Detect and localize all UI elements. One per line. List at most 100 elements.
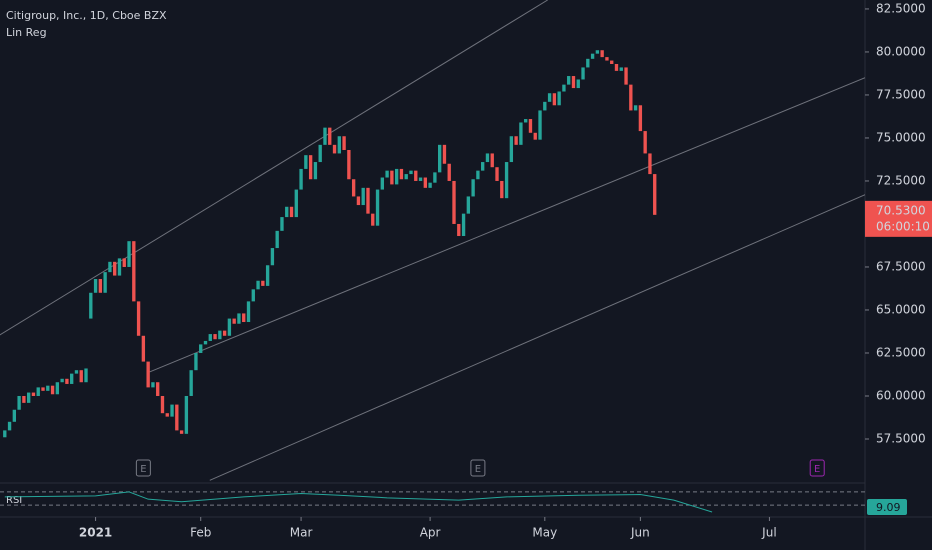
candle bbox=[595, 50, 600, 54]
candle bbox=[371, 213, 375, 226]
y-tick-label: 60.0000 bbox=[876, 388, 926, 402]
rsi-last-label: 9.09 bbox=[876, 501, 901, 514]
candle bbox=[3, 430, 7, 438]
candle bbox=[242, 313, 246, 323]
candle bbox=[571, 76, 576, 89]
candle bbox=[433, 172, 437, 183]
candle bbox=[237, 313, 241, 324]
countdown-label: 06:00:10 bbox=[876, 219, 930, 233]
candle bbox=[600, 50, 604, 58]
candle bbox=[509, 136, 514, 163]
indicator-label: Lin Reg bbox=[6, 26, 47, 39]
candle bbox=[380, 177, 384, 190]
candle bbox=[199, 344, 203, 353]
candle bbox=[533, 132, 537, 140]
candle bbox=[457, 223, 461, 237]
candle bbox=[562, 84, 566, 92]
candle bbox=[208, 334, 212, 341]
candle bbox=[31, 392, 36, 396]
candle bbox=[581, 67, 585, 80]
rsi-label: RSI bbox=[6, 495, 22, 506]
candle bbox=[170, 404, 174, 417]
candle bbox=[428, 182, 432, 188]
candle bbox=[610, 60, 614, 64]
y-tick-label: 57.5000 bbox=[876, 431, 926, 445]
candle bbox=[590, 53, 595, 59]
candle bbox=[619, 67, 623, 71]
candle bbox=[361, 187, 365, 206]
candle bbox=[447, 163, 451, 181]
candle bbox=[275, 230, 279, 249]
candle bbox=[160, 395, 165, 414]
x-tick-label: Jun bbox=[630, 526, 650, 540]
candle bbox=[495, 167, 499, 181]
candle bbox=[543, 101, 547, 111]
candle bbox=[366, 187, 370, 214]
rsi-line bbox=[4, 491, 713, 513]
candle bbox=[308, 155, 313, 180]
candle bbox=[643, 131, 647, 154]
candle bbox=[481, 162, 485, 171]
candle bbox=[328, 127, 332, 145]
candle bbox=[227, 318, 232, 336]
earnings-label: E bbox=[140, 464, 146, 475]
candle bbox=[313, 162, 318, 180]
candle bbox=[318, 144, 322, 163]
candle bbox=[476, 170, 480, 180]
candle bbox=[614, 63, 619, 71]
candle bbox=[304, 155, 308, 169]
y-tick-label: 80.0000 bbox=[876, 44, 926, 58]
candle bbox=[251, 289, 255, 302]
candle bbox=[285, 206, 289, 218]
candle bbox=[538, 110, 542, 140]
candle bbox=[390, 170, 394, 185]
candle bbox=[294, 189, 298, 218]
candle bbox=[437, 144, 442, 173]
candle bbox=[265, 265, 270, 286]
candle bbox=[194, 352, 198, 371]
candle bbox=[638, 105, 643, 132]
candle bbox=[404, 174, 408, 180]
candle bbox=[633, 105, 638, 111]
candle bbox=[175, 404, 179, 431]
candle bbox=[485, 153, 490, 163]
candle bbox=[132, 241, 136, 302]
candle bbox=[50, 385, 55, 395]
y-tick-label: 67.5000 bbox=[876, 259, 926, 273]
y-tick-label: 77.5000 bbox=[876, 87, 926, 101]
candle bbox=[504, 162, 509, 199]
candle bbox=[414, 170, 418, 181]
candle bbox=[567, 76, 571, 85]
candle bbox=[213, 334, 217, 340]
candle bbox=[246, 301, 251, 323]
candle bbox=[41, 387, 45, 391]
candle bbox=[442, 144, 447, 164]
candle bbox=[423, 177, 428, 188]
x-tick-label: Feb bbox=[190, 526, 211, 540]
y-tick-label: 62.5000 bbox=[876, 345, 926, 359]
candle bbox=[524, 119, 528, 123]
candle bbox=[146, 361, 150, 388]
candle bbox=[351, 179, 356, 197]
earnings-marker bbox=[809, 459, 825, 477]
y-tick-label: 65.0000 bbox=[876, 302, 926, 316]
candle bbox=[36, 387, 40, 396]
candle bbox=[122, 258, 126, 267]
candle bbox=[528, 119, 533, 133]
candle bbox=[232, 318, 236, 324]
candle bbox=[471, 179, 475, 197]
candle bbox=[418, 177, 423, 181]
candle bbox=[586, 58, 590, 68]
candle bbox=[323, 127, 327, 145]
candle bbox=[466, 196, 471, 214]
candle bbox=[93, 279, 98, 293]
last-price-box bbox=[865, 200, 932, 237]
candle bbox=[151, 382, 155, 388]
candle bbox=[514, 136, 518, 145]
earnings-label: E bbox=[814, 464, 820, 475]
y-tick-label: 72.5000 bbox=[876, 173, 926, 187]
x-tick-label: Apr bbox=[420, 526, 441, 540]
candle bbox=[70, 373, 74, 384]
